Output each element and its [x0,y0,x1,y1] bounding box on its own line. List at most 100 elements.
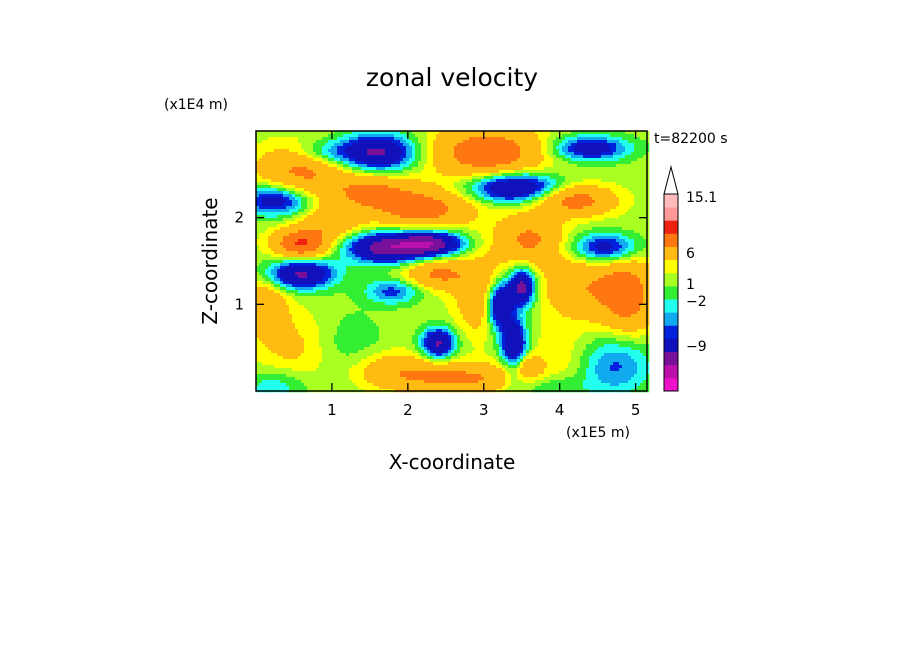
field-cell [313,218,317,222]
field-cell [487,149,491,153]
field-cell [577,194,581,198]
field-cell [382,191,386,195]
field-cell [277,176,281,180]
field-cell [379,242,383,246]
field-cell [598,227,602,231]
field-cell [628,230,632,234]
field-cell [343,131,347,135]
field-cell [391,161,395,165]
field-cell [415,236,419,240]
field-cell [298,203,302,207]
field-cell [622,227,626,231]
field-cell [373,215,377,219]
field-cell [487,236,491,240]
field-cell [532,212,536,216]
field-cell [310,134,314,138]
field-cell [382,203,386,207]
field-cell [634,203,638,207]
field-cell [289,224,293,228]
field-cell [619,212,623,216]
field-cell [265,137,269,141]
field-cell [289,167,293,171]
field-cell [457,164,461,168]
field-cell [601,173,605,177]
field-cell [424,191,428,195]
field-cell [265,155,269,159]
field-cell [529,155,533,159]
field-cell [274,227,278,231]
field-cell [265,176,269,180]
field-cell [616,194,620,198]
field-cell [583,158,587,162]
field-cell [343,197,347,201]
field-cell [604,233,608,237]
field-cell [289,170,293,174]
field-cell [364,209,368,213]
field-cell [394,236,398,240]
field-cell [421,215,425,219]
field-cell [391,200,395,204]
field-cell [319,209,323,213]
field-cell [586,158,590,162]
field-cell [376,167,380,171]
field-cell [328,227,332,231]
field-cell [580,152,584,156]
field-cell [367,176,371,180]
field-cell [409,242,413,246]
field-cell [553,176,557,180]
field-cell [346,227,350,231]
field-cell [391,176,395,180]
field-cell [433,158,437,162]
field-cell [535,227,539,231]
field-cell [493,158,497,162]
field-cell [355,185,359,189]
field-cell [265,191,269,195]
field-cell [319,197,323,201]
field-cell [361,194,365,198]
field-cell [622,236,626,240]
field-cell [427,176,431,180]
field-cell [289,197,293,201]
field-cell [595,197,599,201]
field-cell [643,188,647,192]
field-cell [553,137,557,141]
field-cell [379,176,383,180]
field-cell [262,146,266,150]
field-cell [322,131,326,135]
field-cell [445,134,449,138]
field-cell [358,230,362,234]
field-cell [538,143,542,147]
field-cell [436,188,440,192]
field-cell [388,182,392,186]
field-cell [448,143,452,147]
field-cell [325,206,329,210]
field-cell [286,197,290,201]
field-cell [385,179,389,183]
field-cell [523,152,527,156]
field-cell [610,149,614,153]
field-cell [265,185,269,189]
field-cell [541,185,545,189]
field-cell [523,158,527,162]
field-cell [313,188,317,192]
field-cell [508,233,512,237]
field-cell [571,227,575,231]
field-cell [280,176,284,180]
field-cell [361,167,365,171]
field-cell [406,230,410,234]
field-cell [553,188,557,192]
field-cell [304,155,308,159]
field-cell [571,158,575,162]
field-cell [385,203,389,207]
field-cell [541,236,545,240]
field-cell [517,236,521,240]
field-cell [442,224,446,228]
field-cell [316,215,320,219]
field-cell [487,239,491,243]
field-cell [571,134,575,138]
field-cell [442,182,446,186]
field-cell [271,209,275,213]
field-cell [616,197,620,201]
field-cell [544,134,548,138]
field-cell [580,236,584,240]
